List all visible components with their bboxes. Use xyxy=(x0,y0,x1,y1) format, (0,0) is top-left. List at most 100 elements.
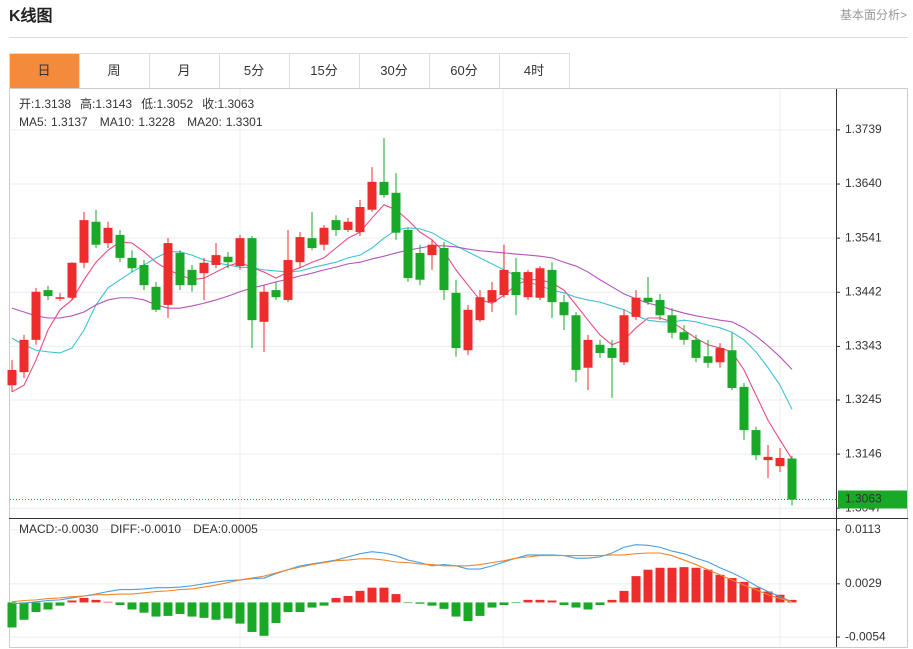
macd-bar xyxy=(499,602,509,605)
macd-bar xyxy=(19,602,29,620)
candle-body xyxy=(211,255,221,265)
macd-bar xyxy=(655,567,665,603)
candle-body xyxy=(247,238,257,321)
candle-body xyxy=(751,430,761,456)
last-price-label: 1.3063 xyxy=(845,492,882,506)
tab-box[interactable] xyxy=(499,53,570,89)
macd-bar xyxy=(355,590,365,603)
candle-body xyxy=(79,220,89,263)
candle-body xyxy=(271,290,281,298)
candle-body xyxy=(7,369,17,386)
tab-label[interactable]: 4时 xyxy=(524,63,544,78)
tab-label[interactable]: 15分 xyxy=(310,63,337,78)
legend-value: 1.3143 xyxy=(95,97,132,111)
candle-body xyxy=(187,269,197,286)
y-tick-label: 0.0113 xyxy=(845,522,881,536)
candle-body xyxy=(367,181,377,210)
tab-box[interactable] xyxy=(79,53,150,89)
candle-body xyxy=(19,339,29,373)
macd-bar xyxy=(151,602,161,617)
candle-body xyxy=(283,260,293,300)
candle-body xyxy=(787,458,797,500)
macd-bar xyxy=(283,602,293,613)
candle-body xyxy=(139,264,149,286)
tab-label[interactable]: 月 xyxy=(177,63,190,78)
legend-label: MACD: xyxy=(19,522,58,536)
ma-line xyxy=(11,204,793,460)
legend-value: 1.3063 xyxy=(217,97,254,111)
legend-value: 0.0005 xyxy=(221,522,258,536)
candle-body xyxy=(607,348,617,358)
candle-body xyxy=(595,344,605,353)
tab-box[interactable] xyxy=(359,53,430,89)
candle-body xyxy=(739,386,749,431)
tab-bar: 日 周 月 5分 15分 30分 60分 4时 xyxy=(9,53,570,89)
fundamental-link[interactable]: 基本面分析> xyxy=(840,8,907,22)
candle-body xyxy=(523,272,533,298)
tab-label[interactable]: 60分 xyxy=(450,63,477,78)
macd-bar xyxy=(511,602,521,604)
tab-label[interactable]: 30分 xyxy=(380,63,407,78)
macd-bar xyxy=(175,602,185,614)
legend-value: 1.3137 xyxy=(51,115,88,129)
candle-body xyxy=(379,181,389,195)
macd-bar xyxy=(79,597,89,603)
macd-bar xyxy=(235,602,245,624)
candle-body xyxy=(355,207,365,233)
candle-body xyxy=(163,243,173,305)
macd-bar xyxy=(331,597,341,603)
tab-label[interactable]: 5分 xyxy=(244,63,264,78)
macd-bar xyxy=(595,602,605,605)
candle-body xyxy=(127,257,137,269)
candle-body xyxy=(223,256,233,263)
macd-bar xyxy=(619,590,629,603)
macd-bar xyxy=(343,596,353,603)
macd-bar xyxy=(187,602,197,617)
macd-bar xyxy=(307,602,317,608)
candle-body xyxy=(55,297,65,299)
candle-body xyxy=(499,269,509,296)
candle-body xyxy=(571,315,581,370)
legend-label: DEA: xyxy=(193,522,221,536)
candle-body xyxy=(91,221,101,245)
macd-bar xyxy=(439,602,449,609)
macd-bar xyxy=(391,594,401,603)
legend-value: 1.3301 xyxy=(226,115,263,129)
macd-bar xyxy=(535,599,545,603)
macd-bar xyxy=(223,602,233,619)
y-tick-label: 0.0029 xyxy=(845,576,882,590)
candle-body xyxy=(763,456,773,461)
candle-body xyxy=(559,302,569,316)
candle-body xyxy=(583,339,593,368)
macd-bar xyxy=(427,602,437,606)
macd-bar xyxy=(379,587,389,603)
macd-bar xyxy=(667,567,677,603)
y-tick-label: 1.3739 xyxy=(845,122,882,136)
legend-label: MA20: xyxy=(187,115,222,129)
legend-label: MA5: xyxy=(19,115,47,129)
macd-bar xyxy=(583,602,593,610)
macd-bar xyxy=(727,578,737,603)
y-tick-label: 1.3245 xyxy=(845,392,882,406)
candle-body xyxy=(463,309,473,351)
candle-body xyxy=(619,315,629,363)
candle-body xyxy=(451,292,461,349)
y-tick-label: 1.3146 xyxy=(845,446,882,460)
macd-bar xyxy=(451,602,461,617)
tab-label[interactable]: 日 xyxy=(37,63,50,78)
macd-bar xyxy=(163,602,173,616)
macd-bar xyxy=(751,587,761,603)
chart-frame xyxy=(9,88,908,648)
tab-label[interactable]: 周 xyxy=(107,63,120,78)
legend-label: MA10: xyxy=(100,115,135,129)
macd-bar xyxy=(91,599,101,603)
macd-bar xyxy=(319,602,329,606)
macd-bar xyxy=(715,574,725,603)
macd-bar xyxy=(67,600,77,603)
candle-body xyxy=(343,221,353,230)
candle-body xyxy=(151,286,161,310)
candle-body xyxy=(427,244,437,256)
page-title: K线图 xyxy=(9,6,53,25)
